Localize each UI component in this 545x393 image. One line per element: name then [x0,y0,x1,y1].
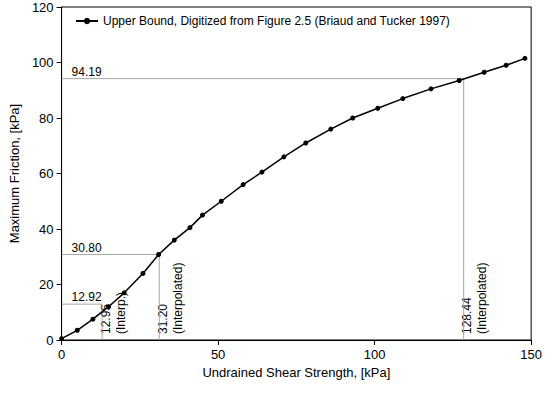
svg-text:(Interpolated): (Interpolated) [475,263,489,334]
svg-text:20: 20 [39,277,53,292]
svg-text:30.80: 30.80 [72,241,102,255]
svg-text:Undrained Shear Strength, [kPa: Undrained Shear Strength, [kPa] [202,365,390,380]
svg-text:94.19: 94.19 [72,65,102,79]
svg-text:12.95: 12.95 [98,304,113,334]
svg-text:Maximum Friction, [kPa]: Maximum Friction, [kPa] [7,104,22,243]
svg-text:Upper Bound, Digitized from Fi: Upper Bound, Digitized from Figure 2.5 (… [103,14,450,28]
svg-text:60: 60 [39,166,53,181]
svg-text:150: 150 [520,347,542,362]
svg-text:0: 0 [46,333,53,348]
svg-text:120: 120 [32,0,54,15]
svg-text:12.92: 12.92 [72,290,102,304]
svg-text:50: 50 [211,347,225,362]
svg-text:100: 100 [32,55,54,70]
svg-text:0: 0 [58,347,65,362]
svg-text:100: 100 [364,347,386,362]
svg-text:40: 40 [39,222,53,237]
svg-text:31.20: 31.20 [156,304,170,334]
svg-text:(Interpolated): (Interpolated) [171,263,185,334]
svg-text:80: 80 [39,111,53,126]
svg-text:(Interp.): (Interp.) [114,292,128,334]
svg-text:128.44: 128.44 [460,297,474,334]
